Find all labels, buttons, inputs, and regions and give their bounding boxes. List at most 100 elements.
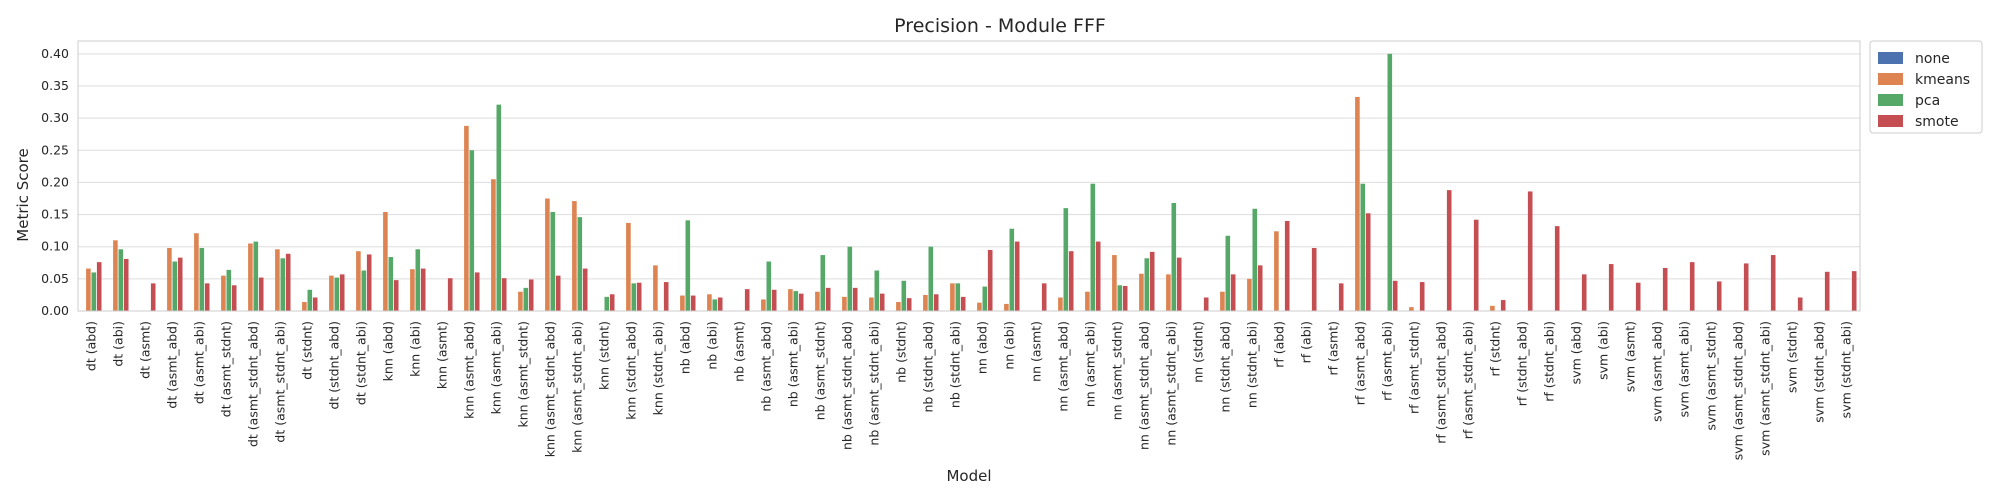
x-tick-label: nn (abd) [975,321,990,374]
x-tick-label: svm (stdnt_abi) [1839,321,1854,418]
bar-smote [1311,248,1317,311]
bar-smote [555,275,561,311]
x-tick-label: nn (asmt_stdnt_abi) [1164,321,1179,446]
bar-pca [1252,208,1258,311]
bar-kmeans [923,294,928,311]
grid-lines [78,53,1860,312]
bar-smote [150,283,156,311]
bar-smote [852,287,858,311]
bar-smote [1554,226,1560,311]
x-tick-label: nb (abd) [678,321,693,374]
y-tick-label: 0.30 [41,110,69,125]
bar-smote [1149,251,1155,311]
bar-smote [366,254,372,311]
bar-smote [1284,221,1290,311]
bar-kmeans [1274,231,1279,311]
bar-pca [1387,53,1393,312]
x-tick-label: knn (asmt_abi) [489,321,504,414]
bar-pca [388,257,394,311]
legend-label-smote: smote [1915,114,1959,130]
bar-pca [685,220,691,311]
bar-pca [496,104,502,311]
bar-kmeans [1058,297,1063,311]
x-tick-label: knn (abd) [381,321,396,381]
x-tick-label: dt (asmt_stdnt) [219,321,234,417]
bar-smote [258,277,264,311]
bar-smote [231,285,237,311]
x-tick-label: nb (stdnt_abi) [948,321,963,408]
bar-pca [226,269,232,311]
bar-smote [879,293,885,311]
x-tick-label: knn (stdnt_abi) [651,321,666,415]
bar-smote [771,289,777,311]
bar-kmeans [950,283,955,311]
bar-smote [1635,282,1641,311]
legend-label-kmeans: kmeans [1915,72,1970,88]
bar-smote [1743,263,1749,311]
bar-pca [604,296,610,311]
bar-smote [420,268,426,311]
x-tick-label: dt (abd) [84,321,99,371]
legend-swatch-none [1878,52,1903,64]
x-tick-label: dt (asmt_abd) [165,321,180,409]
x-tick-label: knn (asmt_stdnt) [516,321,531,427]
x-tick-label: knn (stdnt_abd) [624,321,639,420]
bar-smote [177,257,183,311]
bar-smote [1014,241,1020,311]
bar-pca [982,286,988,311]
x-tick-label: nn (asmt) [1029,321,1044,382]
bar-smote [447,278,453,311]
bar-pca [1063,208,1069,311]
bar-smote [339,274,345,311]
x-tick-label: svm (abi) [1596,321,1611,380]
bar-kmeans [86,268,91,311]
bar-kmeans [788,289,793,311]
bar-smote [960,296,966,311]
bar-smote [1095,241,1101,311]
bar-pca [820,255,826,311]
bar-smote [1041,283,1047,311]
x-tick-label: nn (asmt_stdnt) [1110,321,1125,420]
bar-smote [1608,264,1614,311]
bar-smote [96,262,102,311]
bar-kmeans [680,295,685,311]
bar-smote [474,272,480,311]
x-tick-label: nn (asmt_stdnt_abd) [1137,321,1152,450]
bar-kmeans [302,302,307,311]
x-tick-label: nn (asmt_abd) [1056,321,1071,412]
bar-smote [609,294,615,311]
y-tick-label: 0.25 [41,142,69,157]
bar-smote [690,295,696,311]
legend-label-pca: pca [1915,93,1940,109]
bar-kmeans [113,240,118,311]
x-tick-label: svm (asmt_stdnt) [1704,321,1719,431]
legend: none kmeans pca smote [1869,40,1983,134]
bar-smote [744,289,750,311]
bar-pca [550,212,556,311]
plot-frame [77,40,1861,312]
x-tick-label: nb (stdnt_abd) [921,321,936,413]
x-tick-label: rf (asmt_stdnt_abi) [1461,321,1476,439]
bar-kmeans [869,297,874,311]
legend-label-none: none [1915,51,1950,67]
bar-smote [987,249,993,311]
bar-smote [1446,190,1452,311]
bar-kmeans [383,212,388,311]
bar-kmeans [1490,305,1495,311]
bar-kmeans [356,251,361,311]
x-tick-label: dt (asmt_stdnt_abd) [246,321,261,447]
bar-kmeans [1247,278,1252,311]
x-tick-label: nn (stdnt_abi) [1245,321,1260,408]
bar-pca [280,258,286,311]
bar-pca [334,277,340,311]
bar-pca [1090,183,1096,311]
bar-kmeans [410,269,415,311]
x-tick-label: nb (asmt_abd) [759,321,774,412]
x-tick-label: rf (asmt_stdnt_abd) [1434,321,1449,444]
x-tick-label: rf (asmt_abd) [1353,321,1368,405]
bar-smote [798,293,804,311]
x-tick-label: nn (stdnt_abd) [1218,321,1233,413]
x-tick-label: knn (asmt) [435,321,450,389]
bar-pca [253,241,259,311]
